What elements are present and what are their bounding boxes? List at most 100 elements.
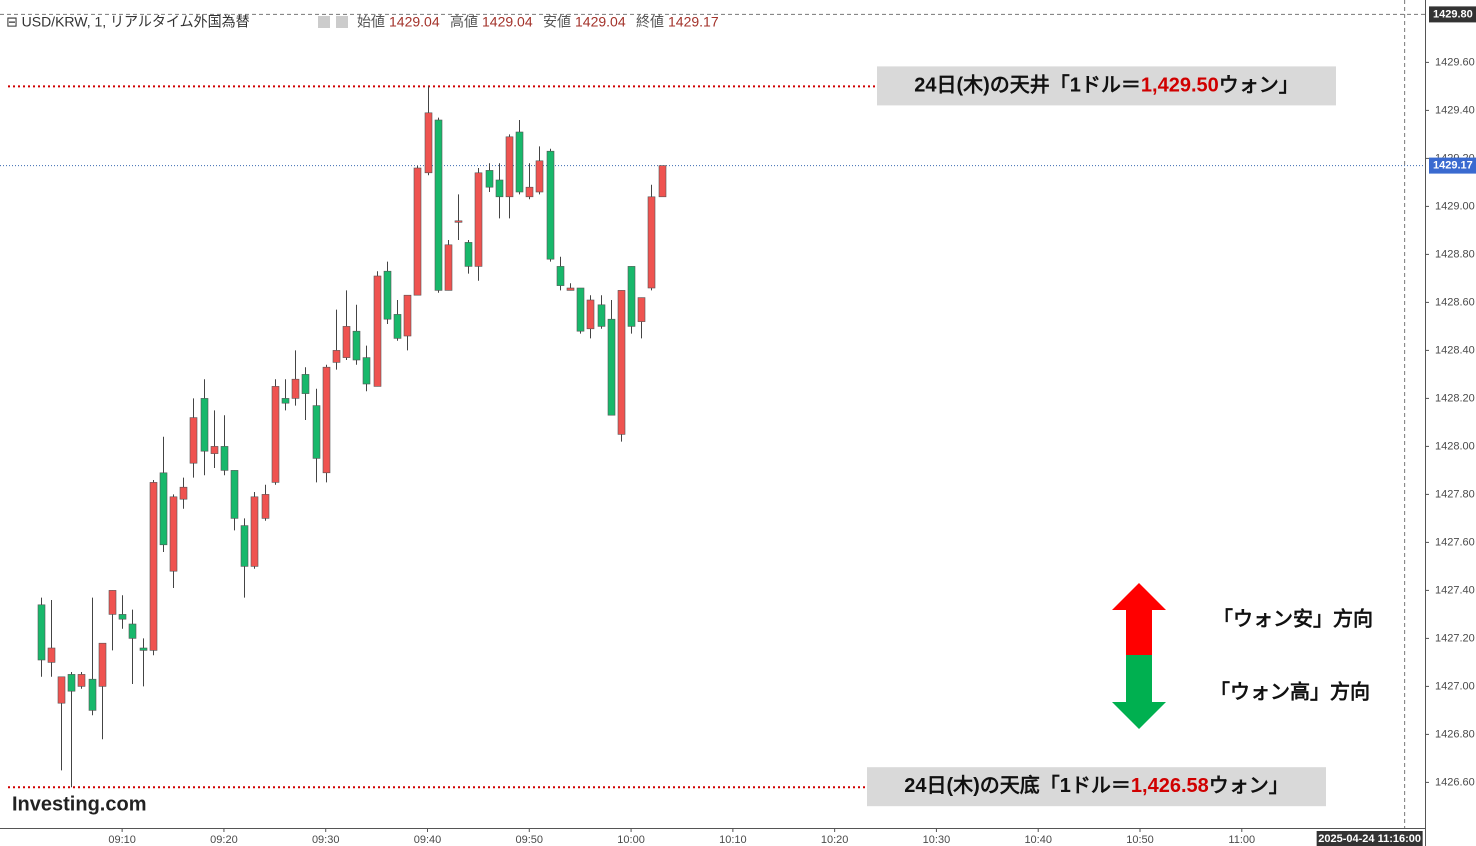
- candle-body: [118, 614, 127, 620]
- annotation-box: [867, 767, 1326, 807]
- x-tick-label: 09:50: [516, 834, 544, 846]
- annotation-text: 24日(木)の天底「1ドル＝1,426.58ウォン」: [904, 773, 1289, 797]
- candle-body: [149, 482, 158, 651]
- y-tick-label: 1428.60: [1435, 296, 1475, 308]
- candle-body: [373, 275, 382, 387]
- candle-body: [403, 294, 412, 337]
- y-tick-label: 1427.20: [1435, 632, 1475, 644]
- candle-body: [301, 374, 310, 394]
- low-value: 1429.04: [575, 14, 626, 30]
- candle-body: [474, 172, 483, 267]
- icon: [318, 16, 330, 28]
- candle-body: [617, 290, 626, 435]
- candle-body: [586, 299, 595, 330]
- y-tick-label: 1427.80: [1435, 488, 1475, 500]
- y-tick-label: 1428.00: [1435, 440, 1475, 452]
- candle-body: [342, 326, 351, 358]
- high-value: 1429.04: [482, 14, 533, 30]
- candle-body: [485, 170, 494, 188]
- candle-body: [413, 167, 422, 296]
- candle-body: [240, 525, 249, 567]
- annotation-text: 24日(木)の天井「1ドル＝1,429.50ウォン」: [914, 73, 1299, 97]
- last-price-box: [1429, 157, 1476, 174]
- candle-body: [434, 119, 443, 291]
- up-arrow: [1112, 583, 1166, 655]
- candle-body: [281, 398, 290, 404]
- y-tick-label: 1427.40: [1435, 584, 1475, 596]
- y-tick-label: 1427.00: [1435, 680, 1475, 692]
- y-tick-label: 1428.20: [1435, 392, 1475, 404]
- candle-body: [230, 470, 239, 519]
- candle-body: [424, 112, 433, 174]
- candle-body: [444, 244, 453, 291]
- candle-body: [220, 446, 229, 471]
- logo: Investing.com: [12, 793, 146, 815]
- candle-body: [525, 186, 534, 198]
- candle-body: [362, 357, 371, 385]
- candle-body: [189, 417, 198, 464]
- y-tick-label: 1427.60: [1435, 536, 1475, 548]
- candle-body: [179, 486, 188, 500]
- last-price-label: 1429.17: [1433, 160, 1473, 172]
- y-tick-label: 1429.60: [1435, 56, 1475, 68]
- candle-body: [57, 676, 66, 704]
- x-tick-label: 10:40: [1024, 834, 1052, 846]
- candle-body: [169, 496, 178, 572]
- annotation-box: [877, 66, 1336, 106]
- x-tick-label: 09:30: [312, 834, 340, 846]
- x-tick-label: 10:00: [617, 834, 645, 846]
- direction-arrows: 「ウォン安」方向 「ウォン高」方向: [1112, 583, 1373, 729]
- candle-body: [556, 266, 565, 286]
- x-tick-label: 10:50: [1126, 834, 1154, 846]
- candle-body: [637, 297, 646, 322]
- x-tick-label: 09:20: [210, 834, 238, 846]
- candle-body: [627, 266, 636, 327]
- down-arrow: [1112, 655, 1166, 729]
- candle-body: [200, 398, 209, 452]
- candle-body: [108, 590, 117, 615]
- header: ⊟ USD/KRW, 1, リアルタイム外国為替 始値 1429.04 高値 1…: [6, 14, 719, 30]
- candle-body: [271, 386, 280, 483]
- x-tick-label: 10:30: [923, 834, 951, 846]
- candle-body: [88, 678, 97, 711]
- candle-body: [515, 131, 524, 193]
- candle-body: [128, 623, 137, 639]
- candle-body: [505, 136, 514, 198]
- low-label: 安値: [543, 14, 571, 30]
- candle-body: [67, 674, 76, 692]
- candle-body: [77, 674, 86, 687]
- annotation-value: 1,426.58: [1131, 775, 1209, 797]
- annotation-suffix: ウォン」: [1209, 774, 1289, 797]
- candle-body: [607, 318, 616, 416]
- y-tick-label: 1426.60: [1435, 776, 1475, 788]
- candle-body: [566, 287, 575, 291]
- y-tick-label: 1429.00: [1435, 200, 1475, 212]
- candle-body: [352, 330, 361, 361]
- candle-body: [291, 378, 300, 399]
- candle-body: [454, 220, 463, 223]
- candle-body: [312, 405, 321, 459]
- x-tick-label: 10:10: [719, 834, 747, 846]
- candle-body: [139, 647, 148, 651]
- close-label: 終値: [636, 14, 664, 30]
- open-label: 始値: [357, 14, 385, 30]
- candle-body: [261, 494, 270, 519]
- y-tick-label: 1426.80: [1435, 728, 1475, 740]
- annotation-prefix: 24日(木)の天井「1ドル＝: [914, 73, 1141, 97]
- down-direction-label: 「ウォン高」方向: [1210, 679, 1370, 703]
- crosshair-price-label: 1429.80: [1433, 8, 1473, 20]
- symbol: ⊟ USD/KRW, 1, リアルタイム外国為替: [6, 14, 250, 30]
- y-tick-label: 1429.40: [1435, 104, 1475, 116]
- x-tick-label: 09:40: [414, 834, 442, 846]
- candle-body: [210, 446, 219, 454]
- candle-body: [495, 179, 504, 198]
- y-tick-label: 1428.40: [1435, 344, 1475, 356]
- candle-body: [322, 366, 331, 474]
- x-tick-label: 09:10: [108, 834, 136, 846]
- high-label: 高値: [450, 14, 478, 30]
- annotation-prefix: 24日(木)の天底「1ドル＝: [904, 773, 1131, 797]
- candle-body: [332, 350, 341, 363]
- candle-body: [159, 472, 168, 546]
- candle-body: [546, 150, 555, 260]
